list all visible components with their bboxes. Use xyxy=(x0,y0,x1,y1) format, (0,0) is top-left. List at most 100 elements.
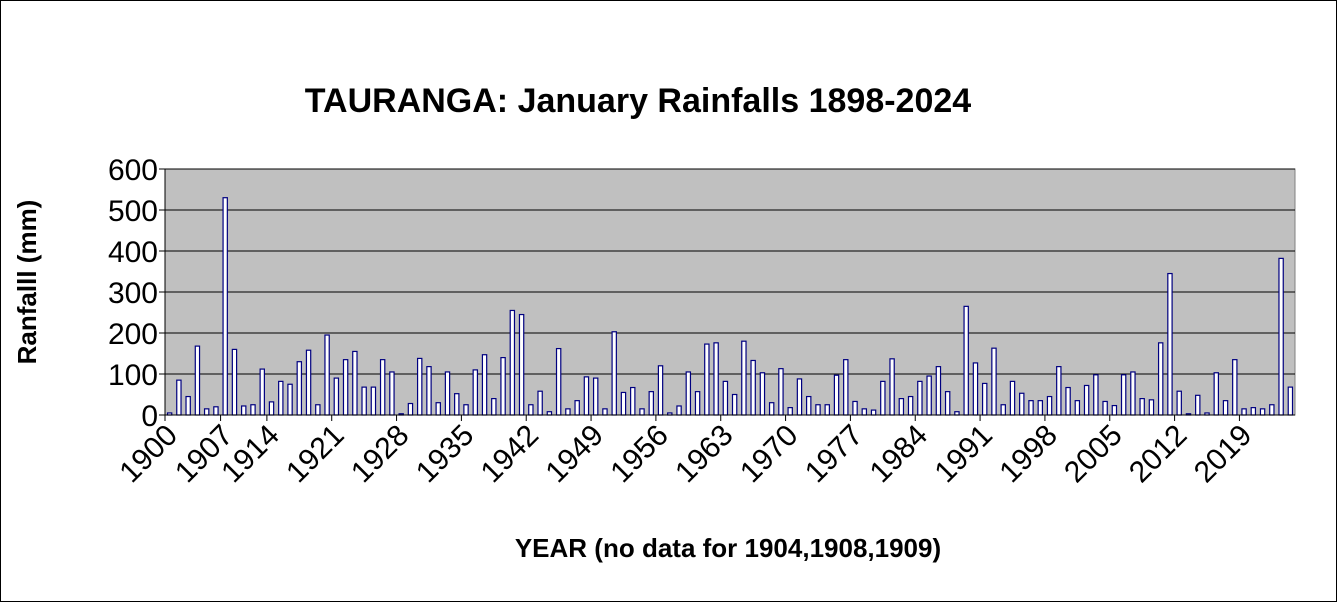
bar-1932 xyxy=(435,402,441,416)
bar-1949 xyxy=(592,377,599,416)
bar-2014 xyxy=(1195,394,1201,416)
x-tick-label: 1977 xyxy=(799,419,870,490)
bar-1910 xyxy=(231,348,238,416)
bar-1962 xyxy=(713,342,719,416)
chart-title: TAURANGA: January Rainfalls 1898-2024 xyxy=(305,82,971,120)
bar-1998 xyxy=(1046,395,1053,416)
bar-2017 xyxy=(1222,400,1229,416)
bar-1906 xyxy=(213,406,219,416)
bar-1991 xyxy=(981,382,988,416)
bar-1935 xyxy=(463,404,469,416)
bar-1905 xyxy=(203,408,210,416)
bar-2000 xyxy=(1065,386,1071,416)
bar-1907 xyxy=(222,197,228,416)
bar-1901 xyxy=(176,379,182,416)
bar-1902 xyxy=(185,395,191,416)
bar-1980 xyxy=(880,380,886,416)
bar-1931 xyxy=(426,366,432,416)
bar-2004 xyxy=(1102,400,1108,416)
x-tick-label: 1928 xyxy=(345,419,416,490)
bar-1965 xyxy=(741,340,747,416)
y-tick-label: 0 xyxy=(141,400,158,433)
bar-1975 xyxy=(833,374,840,416)
bar-1914 xyxy=(268,401,275,416)
bar-1963 xyxy=(722,380,729,416)
bar-1938 xyxy=(491,398,497,416)
bar-2002 xyxy=(1083,384,1090,416)
bar-1976 xyxy=(843,359,849,416)
x-tick-label: 1998 xyxy=(993,419,1064,490)
y-tick-label: 600 xyxy=(108,154,158,187)
bar-1940 xyxy=(509,309,516,416)
bar-1993 xyxy=(1000,404,1006,416)
y-axis-ticks: 0 100 200 300 400 500 600 xyxy=(108,154,165,433)
x-axis-title: YEAR (no data for 1904,1908,1909) xyxy=(515,533,941,563)
bar-1984 xyxy=(917,380,923,416)
x-axis-ticks: 1900190719141921192819351942194919561963… xyxy=(113,415,1258,489)
bar-1982 xyxy=(898,398,905,416)
bar-2011 xyxy=(1167,272,1173,416)
bar-1989 xyxy=(963,305,969,416)
bar-1990 xyxy=(972,362,979,416)
bar-1997 xyxy=(1037,400,1044,416)
bar-2001 xyxy=(1074,400,1081,416)
bar-1937 xyxy=(481,354,488,416)
bar-1916 xyxy=(287,383,293,416)
x-tick-label: 2005 xyxy=(1058,419,1129,490)
bar-1936 xyxy=(472,369,479,416)
bar-1922 xyxy=(342,359,349,416)
bar-1952 xyxy=(620,391,627,416)
bar-1918 xyxy=(305,349,312,416)
bar-2018 xyxy=(1232,359,1238,416)
bar-2022 xyxy=(1269,404,1275,416)
y-tick-label: 400 xyxy=(108,236,158,269)
bar-2008 xyxy=(1139,398,1145,416)
bar-1947 xyxy=(574,400,580,416)
bar-1970 xyxy=(787,407,793,416)
bar-1955 xyxy=(648,391,655,416)
bar-1929 xyxy=(407,402,414,416)
x-tick-label: 1935 xyxy=(410,419,481,490)
bar-1948 xyxy=(583,376,590,416)
bar-2005 xyxy=(1111,404,1118,416)
bar-2003 xyxy=(1093,374,1099,416)
x-tick-label: 2012 xyxy=(1123,419,1194,490)
bar-1961 xyxy=(704,343,710,416)
bar-1946 xyxy=(565,408,571,416)
bar-1942 xyxy=(528,404,534,416)
bar-1945 xyxy=(555,347,562,416)
bar-1974 xyxy=(824,404,830,416)
bar-1933 xyxy=(444,371,451,416)
bar-1927 xyxy=(389,371,395,416)
bar-1967 xyxy=(759,372,766,416)
bar-2006 xyxy=(1120,374,1127,416)
x-tick-label: 1900 xyxy=(113,419,184,490)
bar-1999 xyxy=(1056,366,1062,416)
bar-1971 xyxy=(796,378,803,416)
x-tick-label: 1942 xyxy=(475,419,546,490)
bar-1981 xyxy=(889,358,895,416)
bar-1964 xyxy=(731,393,738,416)
bar-1926 xyxy=(379,359,386,416)
bar-1960 xyxy=(694,391,701,416)
bar-1924 xyxy=(361,386,367,416)
x-tick-label: 1921 xyxy=(280,419,351,490)
bar-1923 xyxy=(352,350,358,416)
bar-2021 xyxy=(1259,408,1266,416)
bar-1934 xyxy=(454,393,460,416)
bar-1911 xyxy=(241,405,247,416)
bar-1973 xyxy=(815,404,821,416)
bar-1996 xyxy=(1028,400,1034,416)
bar-1995 xyxy=(1019,392,1025,416)
x-tick-label: 1949 xyxy=(539,419,610,490)
bar-2012 xyxy=(1176,390,1182,416)
bar-1951 xyxy=(611,331,617,416)
bar-1979 xyxy=(870,409,877,416)
y-tick-label: 300 xyxy=(108,277,158,310)
bar-1994 xyxy=(1009,380,1016,416)
bar-1919 xyxy=(315,404,321,416)
bar-2016 xyxy=(1213,372,1220,416)
bar-1958 xyxy=(676,405,682,416)
y-tick-label: 200 xyxy=(108,318,158,351)
